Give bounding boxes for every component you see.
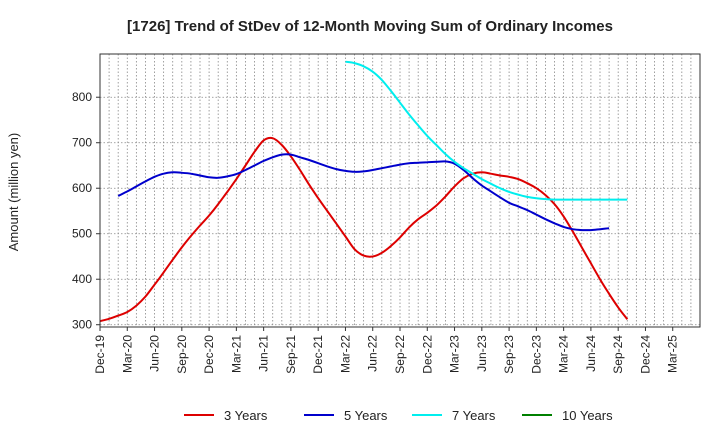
series-line-5-years	[117, 153, 610, 232]
series-lines	[99, 60, 629, 323]
grid	[99, 54, 701, 327]
x-tick-label: Dec-19	[93, 335, 107, 374]
x-tick-label: Sep-22	[393, 335, 407, 374]
y-tick-label: 300	[72, 318, 92, 332]
y-tick-label: 700	[72, 136, 92, 150]
x-tick-label: Jun-24	[584, 335, 598, 372]
x-axis-ticks: Dec-19 Mar-20 Jun-20 Sep-20 Dec-20 Mar-21 Jun-…	[93, 327, 680, 374]
x-tick-label: Sep-23	[502, 335, 516, 374]
x-tick-label: Mar-21	[229, 335, 243, 373]
x-tick-label: Mar-25	[666, 335, 680, 373]
x-tick-label: Dec-23	[529, 335, 543, 374]
legend-label-10-years: 10 Years	[562, 408, 613, 423]
x-tick-label: Dec-21	[311, 335, 325, 374]
x-tick-label: Dec-20	[202, 335, 216, 374]
y-tick-label: 800	[72, 90, 92, 104]
y-axis-ticks: 300 400 500 600 700 800	[72, 90, 100, 332]
legend-label-3-years: 3 Years	[224, 408, 268, 423]
x-tick-label: Dec-22	[420, 335, 434, 374]
x-tick-label: Sep-21	[284, 335, 298, 374]
x-tick-label: Sep-24	[611, 335, 625, 374]
x-tick-label: Jun-23	[475, 335, 489, 372]
chart-title: [1726] Trend of StDev of 12-Month Moving…	[127, 18, 613, 35]
x-tick-label: Sep-20	[175, 335, 189, 374]
series-line-3-years	[99, 136, 629, 323]
legend: 3 Years 5 Years 7 Years 10 Years	[184, 408, 613, 423]
x-tick-label: Mar-23	[448, 335, 462, 373]
y-axis-label: Amount (million yen)	[6, 133, 21, 252]
x-tick-label: Jun-20	[148, 335, 162, 372]
x-tick-label: Dec-24	[638, 335, 652, 374]
y-tick-label: 500	[72, 227, 92, 241]
legend-label-5-years: 5 Years	[344, 408, 388, 423]
x-tick-label: Mar-20	[120, 335, 134, 373]
x-tick-label: Jun-21	[257, 335, 271, 372]
x-tick-label: Jun-22	[366, 335, 380, 372]
legend-label-7-years: 7 Years	[452, 408, 496, 423]
x-tick-label: Mar-24	[557, 335, 571, 373]
x-tick-label: Mar-22	[338, 335, 352, 373]
series-line-7-years	[345, 60, 628, 201]
y-tick-label: 600	[72, 181, 92, 195]
y-tick-label: 400	[72, 272, 92, 286]
